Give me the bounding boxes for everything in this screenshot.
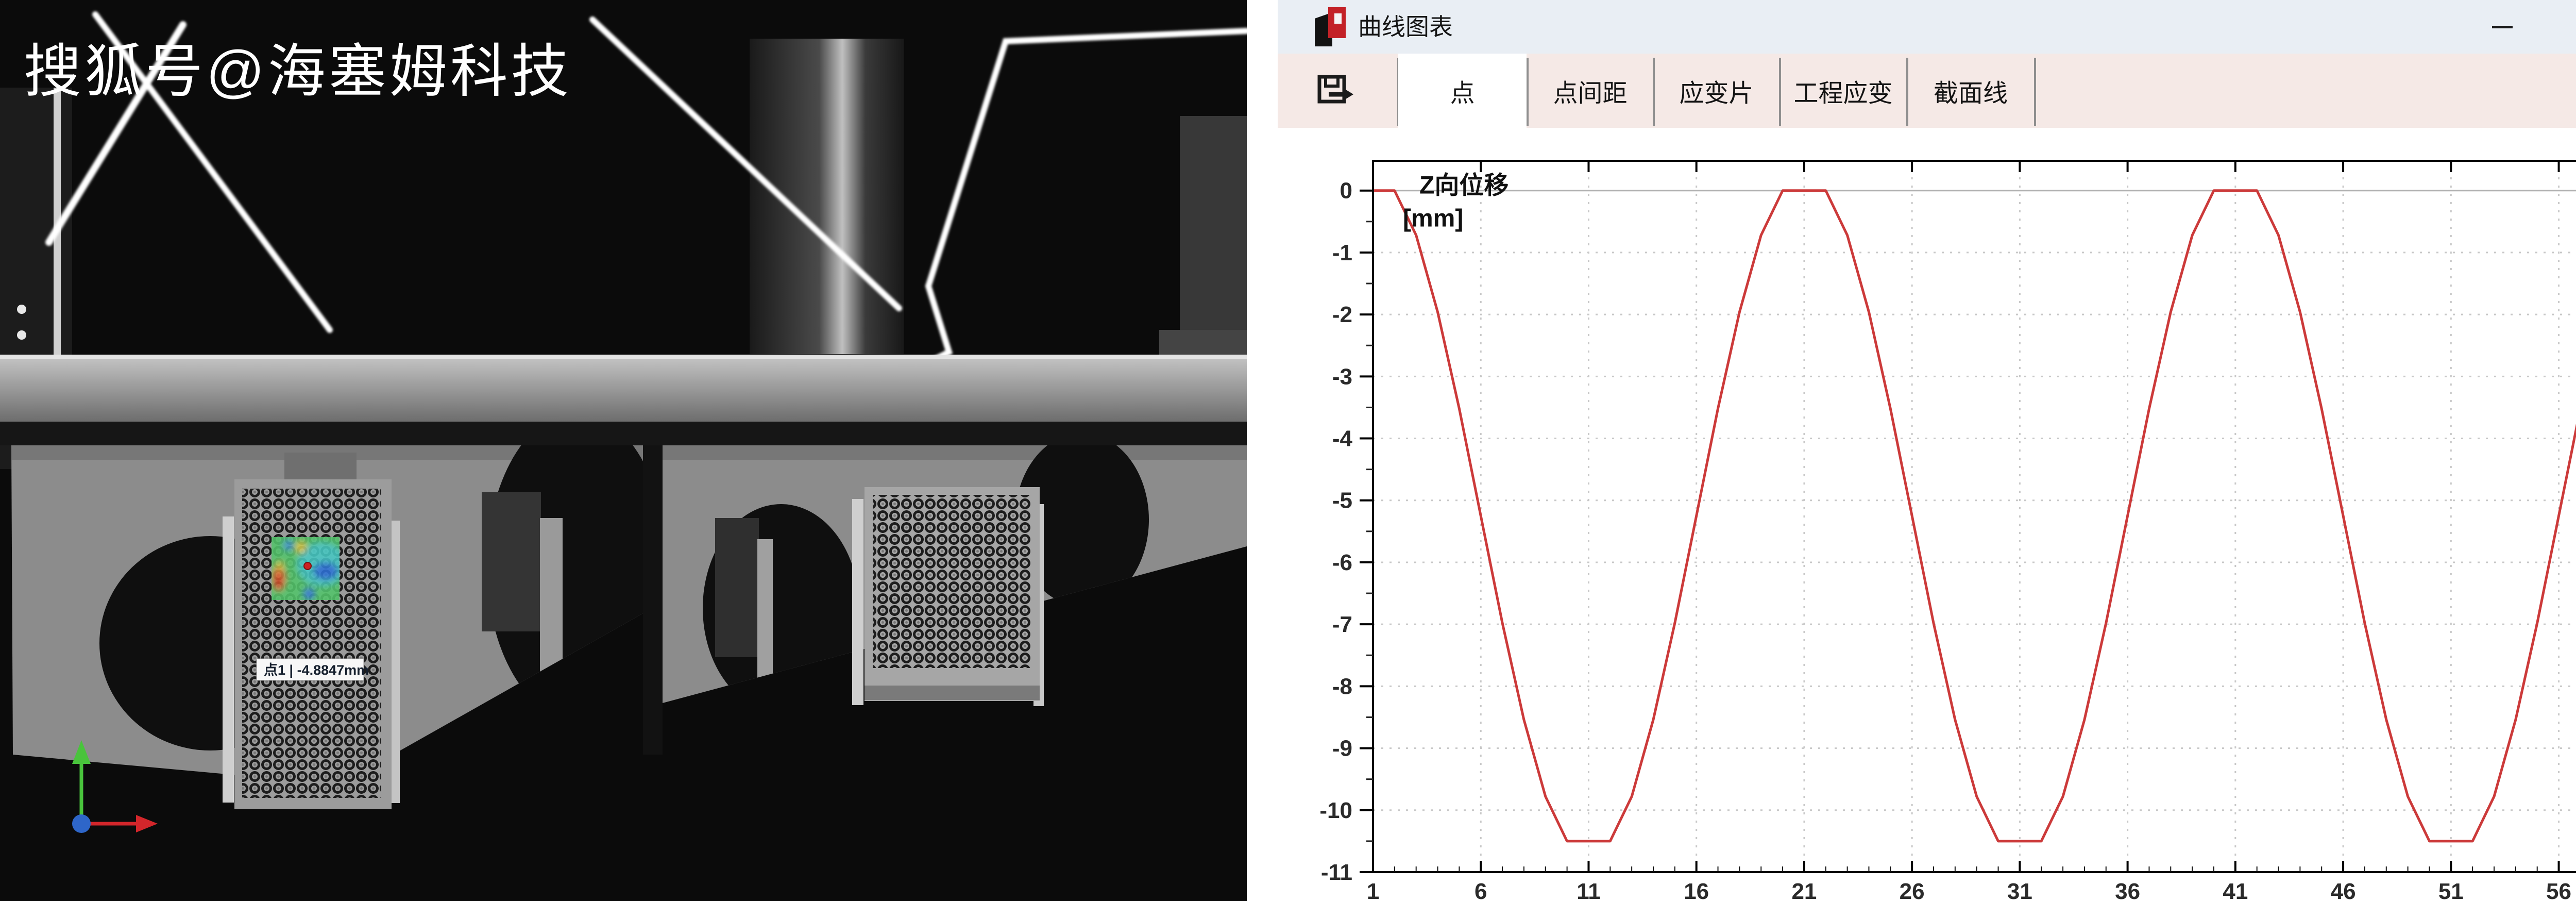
- tab-label: 点间距: [1553, 80, 1628, 107]
- tab-engineering-strain[interactable]: 工程应变: [1780, 54, 1906, 128]
- y-tick-label: 0: [1340, 178, 1352, 204]
- y-axis-title: Z向位移: [1419, 172, 1509, 199]
- toolbar-separator: [1527, 58, 1529, 126]
- y-tick-label: -2: [1332, 302, 1352, 327]
- window-title: 曲线图表: [1358, 13, 1453, 40]
- axis-gizmo: [72, 740, 158, 833]
- x-tick-label: 46: [2331, 879, 2356, 901]
- app-logo-icon: [1315, 7, 1346, 46]
- measurement-label-text: 点1 | -4.8847mm: [264, 662, 369, 678]
- x-tick-label: 41: [2223, 879, 2248, 901]
- camera-photo-view: 点1 | -4.8847mm 搜狐号@海塞姆科技: [0, 0, 1247, 901]
- center-column: [750, 39, 904, 354]
- y-tick-label: -5: [1332, 488, 1352, 513]
- maximize-button[interactable]: [2562, 0, 2576, 54]
- tab-point[interactable]: 点: [1398, 54, 1527, 128]
- measure-point-marker: [303, 562, 312, 570]
- x-tick-label: 56: [2546, 879, 2571, 901]
- y-tick-label: -3: [1332, 364, 1352, 389]
- tab-strain-gauge[interactable]: 应变片: [1654, 54, 1779, 128]
- cross-beam: [0, 355, 1247, 445]
- export-button[interactable]: [1311, 68, 1360, 115]
- right-specimen-target: [852, 487, 1044, 706]
- y-axis-unit: [mm]: [1403, 205, 1463, 232]
- watermark-text: 搜狐号@海塞姆科技: [24, 39, 572, 104]
- chart-toolbar: 点 点间距 应变片 工程应变 截面线 设置: [1278, 54, 2576, 128]
- y-tick-label: -6: [1332, 550, 1352, 575]
- bracket-gap: [643, 445, 663, 755]
- tab-section-line[interactable]: 截面线: [1907, 54, 2034, 128]
- bracket-hole: [1015, 445, 1149, 606]
- toolbar-separator: [1779, 58, 1781, 126]
- x-tick-label: 21: [1791, 879, 1817, 901]
- x-tick-label: 6: [1475, 879, 1487, 901]
- y-tick-label: -4: [1332, 426, 1353, 452]
- x-tick-label: 31: [2007, 879, 2032, 901]
- left-specimen-target: [223, 453, 400, 809]
- tab-label: 应变片: [1679, 80, 1754, 107]
- line-chart-plot[interactable]: 0-1-2-3-4-5-6-7-8-9-10-111 6 11 16 21 26 31 36 4…: [1278, 128, 2576, 901]
- tab-point-distance[interactable]: 点间距: [1528, 54, 1653, 128]
- plot-frame: [1372, 160, 2576, 873]
- minimize-icon: [2492, 25, 2513, 28]
- z-axis-origin-dot: [72, 814, 91, 833]
- y-tick-label: -1: [1332, 240, 1352, 265]
- y-tick-label: -11: [1321, 860, 1352, 885]
- x-tick-label: 51: [2438, 879, 2464, 901]
- x-tick-label: 26: [1900, 879, 1925, 901]
- y-tick-label: -10: [1319, 798, 1352, 823]
- y-tick-label: -8: [1332, 674, 1352, 699]
- measurement-label: 点1 | -4.8847mm: [256, 658, 369, 681]
- toolbar-separator: [2034, 58, 2036, 126]
- x-tick-label: 1: [1367, 879, 1379, 901]
- top-machinery: [0, 39, 1247, 469]
- x-tick-label: 11: [1577, 879, 1601, 901]
- y-tick-label: -7: [1332, 612, 1352, 637]
- series-curve: [1373, 189, 2576, 843]
- curve-chart-window: 曲线图表 点: [1278, 0, 2576, 901]
- x-tick-label: 16: [1684, 879, 1709, 901]
- y-tick-label: -9: [1332, 736, 1352, 761]
- minimize-button[interactable]: [2474, 0, 2531, 54]
- photo-scene: 点1 | -4.8847mm: [0, 0, 1247, 901]
- toolbar-separator: [1906, 58, 1908, 126]
- window-titlebar: 曲线图表: [1278, 0, 2576, 54]
- tab-label: 工程应变: [1793, 80, 1893, 107]
- chart-area: 0 -1 -2 -3 -4 -5 -6 -7 -8 -9 -10 -11 1 6 11 16 21 26 31 36 4…: [1278, 128, 2576, 901]
- x-tick-label: 36: [2115, 879, 2140, 901]
- tab-label: 点: [1450, 80, 1475, 107]
- toolbar-separator: [1653, 58, 1655, 126]
- floppy-export-icon: [1317, 75, 1353, 104]
- tab-label: 截面线: [1933, 80, 2008, 107]
